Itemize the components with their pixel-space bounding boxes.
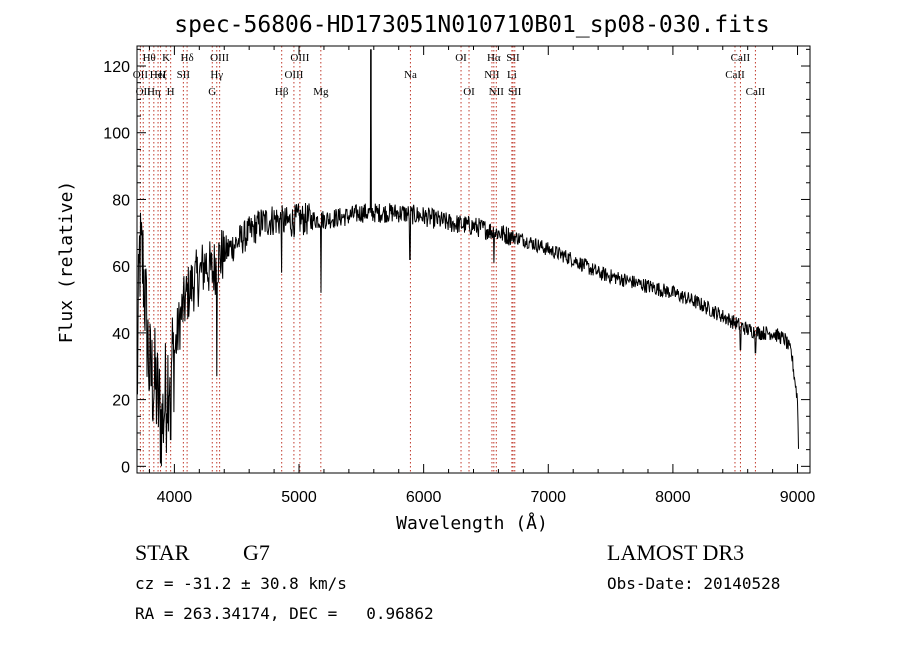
x-axis-label: Wavelength (Å) xyxy=(396,512,548,534)
marker-label: G xyxy=(208,86,216,98)
flux-series-line xyxy=(136,49,799,467)
x-tick-label: 8000 xyxy=(655,489,691,506)
marker-label: CaII xyxy=(746,86,766,98)
y-tick-labels: 0 20 40 60 80 100 120 xyxy=(103,59,130,476)
marker-label: K xyxy=(162,52,170,64)
plot-frame xyxy=(136,45,811,474)
marker-label: OIII xyxy=(290,52,309,64)
y-tick-label: 100 xyxy=(103,126,130,143)
x-tick-label: 5000 xyxy=(281,489,317,506)
marker-label: HeI xyxy=(150,69,167,81)
marker-label: Mg xyxy=(313,86,329,98)
y-axis-label: Flux (relative) xyxy=(56,181,77,344)
marker-label: OII xyxy=(133,69,149,81)
chart-title: spec-56806-HD173051N010710B01_sp08-030.f… xyxy=(174,12,769,38)
coordinates: RA = 263.34174, DEC = 0.96862 xyxy=(135,604,434,623)
y-tick-label: 60 xyxy=(112,259,130,276)
marker-label: NII xyxy=(489,86,505,98)
survey-name: LAMOST DR3 xyxy=(607,540,745,565)
marker-label: Na xyxy=(404,69,417,81)
marker-label: Hθ xyxy=(143,52,156,64)
x-tick-label: 7000 xyxy=(530,489,566,506)
spectral-line-markers: OIIOIIHθHηHeIHζKHSIIHδGHγOIIIHβOIIIOIIIM… xyxy=(133,46,766,473)
y-tick-label: 40 xyxy=(112,326,130,343)
marker-label: OIII xyxy=(284,69,303,81)
observation-date: Obs-Date: 20140528 xyxy=(607,574,781,593)
redshift-value: cz = -31.2 ± 30.8 km/s xyxy=(135,574,347,593)
spectrum-chart: spec-56806-HD173051N010710B01_sp08-030.f… xyxy=(56,12,816,534)
x-tick-labels: 4000 5000 6000 7000 8000 9000 xyxy=(157,489,816,506)
marker-label: OII xyxy=(136,86,152,98)
marker-label: Hβ xyxy=(275,86,289,98)
marker-label: Hδ xyxy=(181,52,194,64)
marker-label: CaII xyxy=(731,52,751,64)
marker-label: SII xyxy=(177,69,191,81)
y-tick-label: 80 xyxy=(112,192,130,209)
x-tick-label: 9000 xyxy=(780,489,816,506)
marker-label: OI xyxy=(463,86,475,98)
marker-label: OIII xyxy=(210,52,229,64)
marker-label: Hα xyxy=(487,52,501,64)
marker-label: Li xyxy=(507,69,517,81)
y-tick-label: 20 xyxy=(112,393,130,410)
y-tick-label: 0 xyxy=(121,459,130,476)
marker-label: OI xyxy=(455,52,467,64)
marker-label: Hζ xyxy=(154,69,167,81)
x-tick-label: 4000 xyxy=(157,489,193,506)
object-subclass: G7 xyxy=(243,540,270,565)
marker-label: Hη xyxy=(147,86,161,98)
marker-label: CaII xyxy=(725,69,745,81)
y-tick-label: 120 xyxy=(103,59,130,76)
marker-label: H xyxy=(167,86,175,98)
x-tick-label: 6000 xyxy=(406,489,442,506)
marker-label: Hγ xyxy=(210,69,223,81)
marker-label: SII xyxy=(508,86,522,98)
object-class: STAR xyxy=(135,540,190,565)
marker-label: SII xyxy=(506,52,520,64)
marker-label: NII xyxy=(484,69,500,81)
axis-ticks xyxy=(137,46,810,473)
